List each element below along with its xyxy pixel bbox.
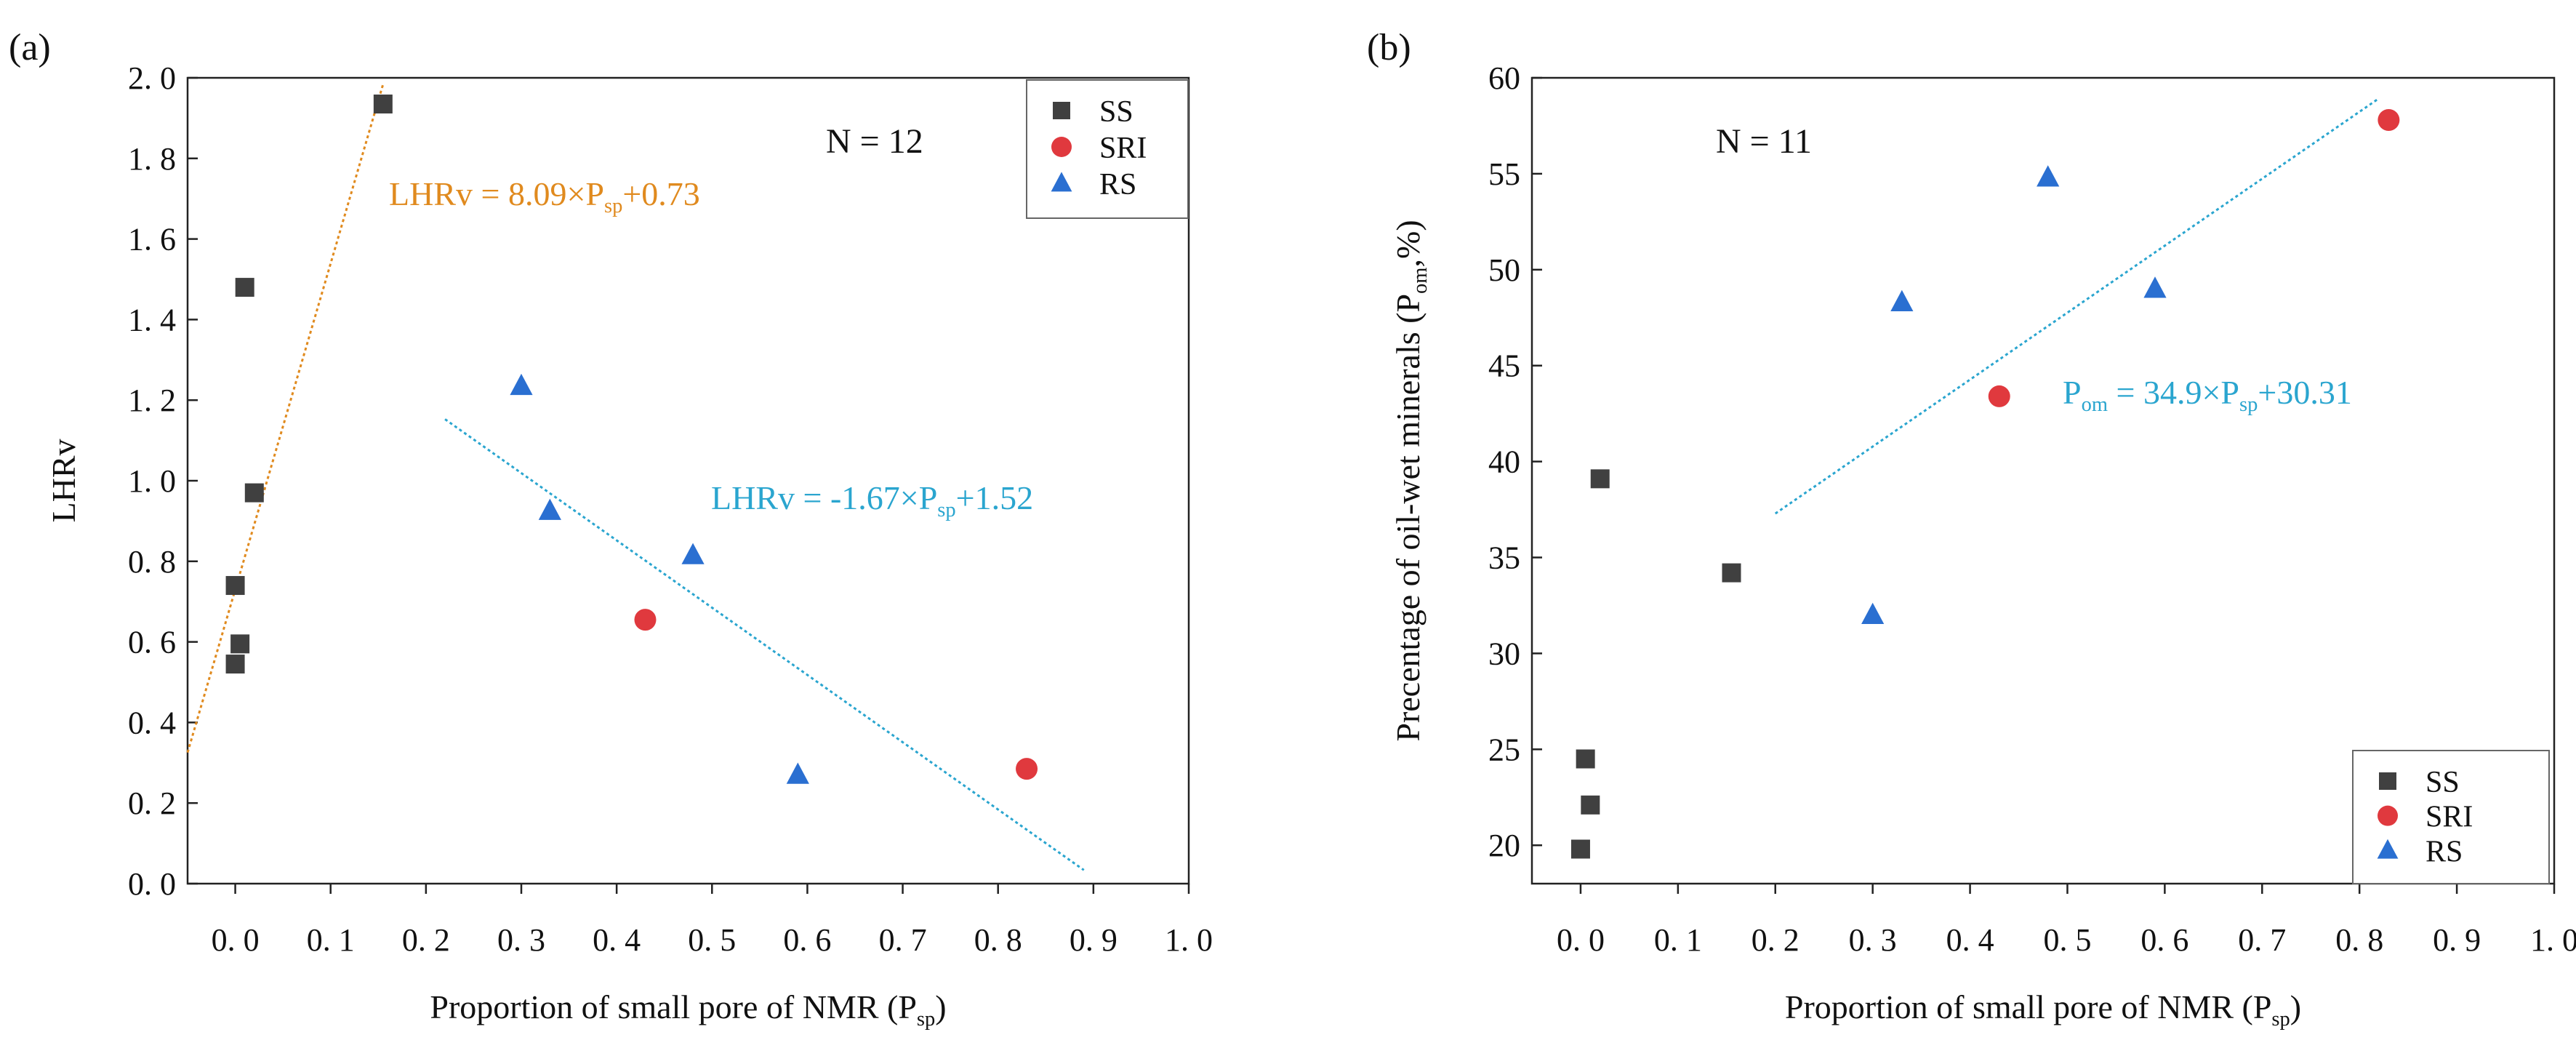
data-point-ss bbox=[230, 634, 250, 654]
data-point-ss bbox=[1722, 563, 1741, 583]
chart-panel-b: (b) 20 25 30 35 40 45 50 55 60 0. 0 0. 1 0. 2 0. 3 0. … bbox=[1367, 27, 2576, 1031]
x-tick-label: 1. 0 bbox=[1165, 922, 1213, 958]
x-tick-label: 0. 0 bbox=[1557, 922, 1605, 958]
y-tick-label: 30 bbox=[1488, 636, 1520, 671]
y-tick-label: 1. 4 bbox=[128, 302, 176, 337]
legend-marker-sri bbox=[2378, 805, 2398, 826]
data-point-ss bbox=[244, 483, 264, 503]
data-point-rs bbox=[681, 543, 705, 564]
data-point-ss bbox=[373, 95, 393, 114]
data-point-ss bbox=[225, 655, 245, 674]
fit-line bbox=[186, 84, 385, 753]
legend-label: SRI bbox=[1099, 132, 1147, 165]
x-tick-label: 0. 7 bbox=[879, 922, 927, 958]
y-tick-label: 1. 8 bbox=[128, 141, 176, 177]
data-point-sri bbox=[2378, 109, 2400, 132]
x-tick-label: 0. 9 bbox=[1070, 922, 1118, 958]
y-tick-label: 2. 0 bbox=[128, 60, 176, 96]
y-tick-label: 0. 8 bbox=[128, 544, 176, 580]
data-point-rs bbox=[2037, 165, 2060, 187]
legend-label: RS bbox=[1099, 168, 1136, 201]
data-point-rs bbox=[510, 373, 533, 396]
x-tick-label: 0. 3 bbox=[1849, 922, 1897, 958]
y-tick-label: 20 bbox=[1488, 828, 1520, 863]
x-tick-label: 0. 9 bbox=[2433, 922, 2481, 958]
legend-marker-sri bbox=[1051, 137, 1072, 157]
x-tick-label: 0. 8 bbox=[974, 922, 1022, 958]
sample-count-annotation: N = 11 bbox=[1716, 122, 1812, 161]
y-tick-label: 45 bbox=[1488, 348, 1520, 384]
y-tick-label: 1. 0 bbox=[128, 463, 176, 499]
y-axis-label: LHRv bbox=[45, 439, 82, 523]
y-tick-label: 40 bbox=[1488, 444, 1520, 480]
x-tick-label: 0. 2 bbox=[402, 922, 450, 958]
x-tick-label: 0. 3 bbox=[497, 922, 545, 958]
y-tick-label: 60 bbox=[1488, 60, 1520, 96]
data-point-sri bbox=[1988, 385, 2010, 407]
sample-count-annotation: N = 12 bbox=[826, 122, 923, 161]
data-point-ss bbox=[225, 576, 245, 596]
y-tick-label: 0. 2 bbox=[128, 785, 176, 821]
y-tick-label: 0. 4 bbox=[128, 705, 176, 740]
y-tick-label: 1. 6 bbox=[128, 222, 176, 257]
x-tick-label: 0. 4 bbox=[1946, 922, 1994, 958]
data-point-ss bbox=[1590, 469, 1610, 489]
x-tick-label: 0. 1 bbox=[1654, 922, 1702, 958]
fit-line bbox=[444, 418, 1085, 871]
legend-marker-rs bbox=[1051, 172, 1072, 192]
data-point-ss bbox=[1570, 839, 1590, 859]
y-tick-label: 35 bbox=[1488, 540, 1520, 576]
x-tick-label: 0. 0 bbox=[212, 922, 260, 958]
legend-label: SS bbox=[2425, 766, 2460, 799]
panel-label: (b) bbox=[1367, 27, 1411, 68]
legend-label: RS bbox=[2425, 835, 2463, 868]
data-point-rs bbox=[2143, 276, 2167, 298]
data-point-ss bbox=[235, 278, 254, 297]
legend-label: SRI bbox=[2425, 801, 2473, 834]
x-tick-label: 0. 6 bbox=[2140, 922, 2188, 958]
x-axis-label: Proportion of small pore of NMR (Psp) bbox=[1785, 988, 2301, 1031]
y-tick-label: 1. 2 bbox=[128, 383, 176, 418]
plot-frame bbox=[1530, 76, 2556, 885]
x-tick-label: 0. 1 bbox=[307, 922, 355, 958]
data-point-sri bbox=[1016, 758, 1038, 780]
y-axis-label: Precentage of oil-wet minerals (Pom,%) bbox=[1389, 220, 1432, 741]
x-tick-label: 0. 2 bbox=[1752, 922, 1799, 958]
x-tick-label: 0. 5 bbox=[2043, 922, 2091, 958]
fit-equation-label: Pom = 34.9×Psp+30.31 bbox=[2063, 374, 2352, 416]
x-tick-label: 0. 7 bbox=[2238, 922, 2286, 958]
x-tick-label: 0. 6 bbox=[783, 922, 831, 958]
data-point-rs bbox=[1861, 602, 1885, 624]
data-point-ss bbox=[1576, 749, 1595, 769]
x-tick-label: 0. 4 bbox=[593, 922, 641, 958]
legend-marker-rs bbox=[2377, 839, 2399, 859]
data-point-sri bbox=[634, 609, 657, 631]
x-axis-label: Proportion of small pore of NMR (Psp) bbox=[430, 988, 946, 1031]
y-tick-label: 25 bbox=[1488, 732, 1520, 767]
legend-label: SS bbox=[1099, 95, 1133, 129]
data-point-rs bbox=[1890, 289, 1914, 311]
data-point-rs bbox=[786, 762, 809, 784]
fit-equation-label: LHRv = 8.09×Psp+0.73 bbox=[389, 175, 700, 217]
data-point-ss bbox=[1581, 795, 1600, 815]
y-tick-label: 50 bbox=[1488, 252, 1520, 288]
y-tick-label: 0. 0 bbox=[128, 866, 176, 902]
fit-line bbox=[1774, 97, 2380, 515]
fit-equation-label: LHRv = -1.67×Psp+1.52 bbox=[711, 479, 1033, 521]
x-tick-label: 1. 0 bbox=[2530, 922, 2576, 958]
data-point-rs bbox=[538, 498, 561, 520]
chart-panel-a: (a) 0. 0 0. 2 0. 4 0. 6 0. 8 1. 0 1. 2 1. 4 1. 6 1… bbox=[9, 27, 1213, 1031]
x-tick-label: 0. 8 bbox=[2335, 922, 2383, 958]
y-tick-label: 55 bbox=[1488, 156, 1520, 192]
panel-label: (a) bbox=[9, 27, 51, 68]
y-tick-label: 0. 6 bbox=[128, 625, 176, 660]
legend-marker-ss bbox=[1053, 102, 1070, 119]
legend-marker-ss bbox=[2379, 772, 2396, 790]
x-tick-label: 0. 5 bbox=[688, 922, 736, 958]
